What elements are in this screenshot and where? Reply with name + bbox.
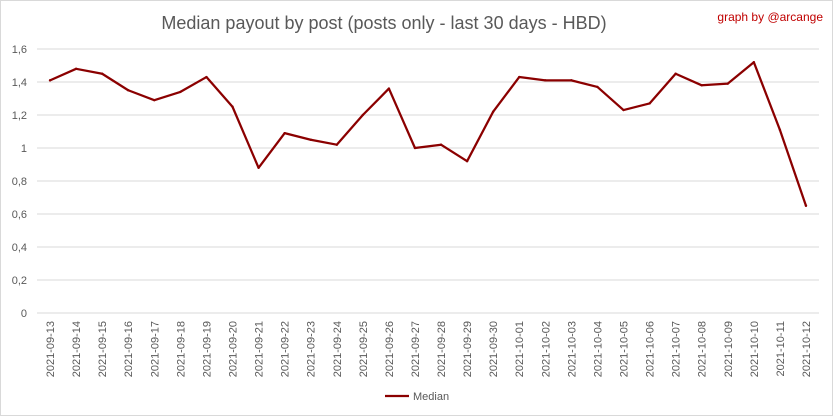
legend: Median [385,391,449,403]
x-tick-label: 2021-09-17 [149,321,161,377]
data-point [205,75,208,79]
x-tick-label: 2021-09-26 [384,321,396,377]
data-point [491,110,495,113]
data-point [570,79,573,82]
y-tick-label: 0,8 [12,176,27,188]
y-tick-label: 1,2 [12,110,27,122]
y-tick-label: 1,6 [12,44,27,56]
x-tick-label: 2021-10-10 [749,321,761,377]
x-tick-label: 2021-09-15 [97,321,109,377]
chart-credit: graph by @arcange [717,10,823,24]
y-tick-label: 0,4 [12,242,27,254]
x-tick-label: 2021-10-01 [514,321,526,377]
data-point [726,82,729,85]
data-point [309,138,312,141]
x-tick-label: 2021-10-07 [671,321,683,377]
data-point [804,204,808,207]
y-axis-ticks: 0 0,2 0,4 0,6 0,8 1 1,2 1,4 1,6 [12,44,27,320]
x-tick-label: 2021-10-03 [566,321,578,377]
x-tick-label: 2021-09-14 [71,321,83,377]
data-point [465,160,469,163]
y-tick-label: 0 [21,308,27,320]
x-tick-label: 2021-10-06 [645,321,657,377]
data-point [700,84,703,87]
data-point [622,108,625,112]
x-tick-label: 2021-09-18 [175,321,187,377]
x-tick-label: 2021-10-12 [801,321,813,377]
data-point [413,146,417,150]
gridlines [37,48,819,314]
chart-title: Median payout by post (posts only - last… [161,13,606,33]
x-tick-label: 2021-09-29 [462,321,474,377]
data-point [153,98,156,102]
x-tick-label: 2021-09-30 [488,321,500,377]
data-point [387,87,391,90]
series-layer [48,61,808,207]
x-tick-label: 2021-10-09 [723,321,735,377]
y-tick-label: 1 [21,143,27,155]
data-point [518,75,521,79]
x-tick-label: 2021-09-21 [254,321,266,377]
x-tick-label: 2021-09-20 [228,321,240,377]
x-tick-label: 2021-09-27 [410,321,422,377]
data-point [778,128,782,132]
x-tick-label: 2021-09-24 [332,321,344,377]
data-point [335,143,338,146]
y-tick-label: 1,4 [12,77,27,89]
x-tick-label: 2021-09-13 [45,321,57,377]
data-point [674,72,677,75]
x-tick-label: 2021-10-11 [775,321,787,376]
x-tick-label: 2021-09-25 [358,321,370,377]
x-tick-label: 2021-10-05 [619,321,631,377]
x-axis-ticks: 2021-09-13 2021-09-14 2021-09-15 2021-09-16… [45,321,813,377]
x-tick-label: 2021-09-22 [280,321,292,377]
x-tick-label: 2021-09-16 [123,321,135,377]
data-point [544,79,547,82]
data-point [74,67,78,71]
y-tick-label: 0,6 [12,209,27,221]
data-point [179,90,182,94]
x-tick-label: 2021-10-08 [697,321,709,377]
data-point [257,166,260,169]
x-tick-label: 2021-09-23 [306,321,318,377]
data-point [100,72,104,75]
data-point [439,143,443,146]
x-tick-label: 2021-10-04 [592,321,604,377]
data-point [127,89,130,92]
data-point [361,113,365,117]
data-point [752,61,756,64]
data-point [48,79,52,82]
data-point [283,131,286,135]
y-tick-label: 0,2 [12,275,27,287]
data-point [648,102,651,105]
x-tick-label: 2021-10-02 [540,321,552,377]
legend-label-median: Median [413,391,449,403]
data-point [596,85,599,89]
series-line-median [48,61,808,207]
x-tick-label: 2021-09-28 [436,321,448,377]
data-point [231,105,234,108]
x-tick-label: 2021-09-19 [201,321,213,377]
